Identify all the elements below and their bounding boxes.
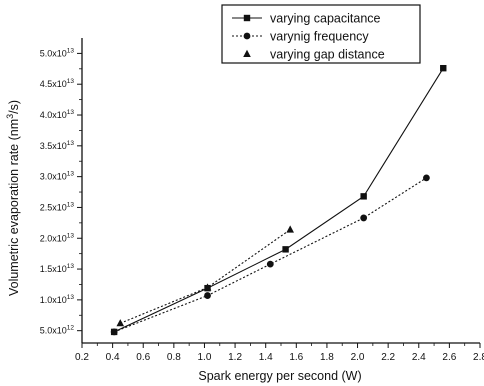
series-circle bbox=[110, 174, 430, 336]
chart-ticks: 0.2 0.4 0.6 0.8 1.0 1.2 1.4 1.6 1.8 2.0 2.2 2.4 2.6 2… bbox=[40, 47, 484, 363]
series-line bbox=[113, 67, 444, 333]
x-tick-label: 1.4 bbox=[259, 352, 273, 363]
y-tick-mantissa: 5.0x10 bbox=[40, 48, 67, 58]
y-tick-mantissa: 2.0x10 bbox=[40, 233, 67, 243]
y-tick-label: 4.5x1013 bbox=[40, 78, 75, 89]
y-tick-mantissa: 4.5x10 bbox=[40, 79, 67, 89]
legend-label: varynig frequency bbox=[270, 30, 369, 44]
y-tick-mantissa: 3.5x10 bbox=[40, 141, 67, 151]
data-point bbox=[360, 214, 368, 222]
x-tick-label: 2.4 bbox=[412, 352, 426, 363]
data-point bbox=[266, 260, 274, 268]
series-square bbox=[110, 64, 447, 336]
y-tick-exponent: 13 bbox=[67, 294, 75, 301]
y-tick-exponent: 13 bbox=[67, 263, 75, 270]
legend-marker bbox=[243, 14, 251, 22]
legend-label: varying gap distance bbox=[270, 48, 385, 62]
chart-series bbox=[110, 64, 447, 336]
y-axis-label-main: Volumetric evaporation rate (nm bbox=[7, 119, 21, 296]
y-tick-mantissa: 3.0x10 bbox=[40, 172, 67, 182]
y-axis-label: Volumetric evaporation rate (nm3/s) bbox=[5, 100, 21, 296]
data-point bbox=[440, 64, 447, 72]
series-line bbox=[120, 229, 291, 324]
y-tick-mantissa: 5.0x10 bbox=[40, 326, 67, 336]
y-tick-label: 2.0x1013 bbox=[40, 232, 75, 243]
data-point bbox=[286, 225, 294, 233]
legend-box bbox=[221, 4, 421, 64]
legend-marker bbox=[243, 32, 251, 40]
x-tick-label: 1.2 bbox=[228, 352, 242, 363]
y-tick-label: 3.0x1013 bbox=[40, 171, 75, 182]
y-tick-mantissa: 2.5x10 bbox=[40, 202, 67, 212]
series-triangle bbox=[116, 225, 294, 327]
y-tick-exponent: 13 bbox=[67, 171, 75, 178]
x-axis-label: Spark energy per second (W) bbox=[198, 369, 361, 383]
data-point bbox=[423, 174, 430, 182]
chart-axes bbox=[81, 38, 480, 344]
y-tick-label: 3.5x1013 bbox=[40, 140, 75, 151]
x-tick-label: 2.0 bbox=[351, 352, 365, 363]
x-tick-label: 2.8 bbox=[473, 352, 484, 363]
x-tick-label: 0.6 bbox=[136, 352, 150, 363]
y-tick-label: 5.0x1012 bbox=[40, 325, 75, 336]
data-point bbox=[110, 328, 118, 336]
y-tick-label: 1.0x1013 bbox=[40, 294, 75, 305]
x-tick-label: 0.2 bbox=[75, 352, 89, 363]
data-point bbox=[203, 283, 212, 291]
y-tick-exponent: 13 bbox=[67, 109, 75, 116]
x-tick-label: 0.8 bbox=[167, 352, 181, 363]
y-tick-exponent: 12 bbox=[67, 325, 75, 332]
data-point bbox=[116, 319, 125, 327]
x-tick-label: 0.4 bbox=[106, 352, 120, 363]
y-axis-label-tail: /s) bbox=[7, 100, 21, 114]
y-tick-exponent: 13 bbox=[67, 47, 75, 54]
x-tick-label: 2.2 bbox=[381, 352, 395, 363]
x-tick-label: 1.8 bbox=[320, 352, 334, 363]
legend: varying capacitance varynig frequency vary… bbox=[221, 4, 421, 64]
data-point bbox=[282, 246, 289, 253]
x-tick-label: 1.6 bbox=[289, 352, 303, 363]
y-tick-mantissa: 4.0x10 bbox=[40, 110, 67, 120]
legend-marker bbox=[243, 49, 251, 57]
x-tick-label: 1.0 bbox=[198, 352, 212, 363]
y-tick-exponent: 13 bbox=[67, 140, 75, 147]
y-tick-mantissa: 1.0x10 bbox=[40, 295, 67, 305]
y-axis-label-sup: 3 bbox=[5, 114, 15, 119]
y-tick-label: 5.0x1013 bbox=[40, 47, 75, 58]
data-point bbox=[204, 292, 211, 299]
y-tick-exponent: 13 bbox=[67, 78, 75, 85]
y-tick-exponent: 13 bbox=[67, 201, 75, 208]
y-tick-label: 4.0x1013 bbox=[40, 109, 75, 120]
y-tick-mantissa: 1.5x10 bbox=[40, 264, 67, 274]
data-point bbox=[360, 193, 367, 200]
x-tick-label: 2.6 bbox=[442, 352, 456, 363]
y-tick-label: 1.5x1013 bbox=[40, 263, 75, 274]
y-tick-exponent: 13 bbox=[67, 232, 75, 239]
y-tick-label: 2.5x1013 bbox=[40, 201, 75, 212]
series-line bbox=[113, 177, 427, 333]
legend-label: varying capacitance bbox=[270, 12, 381, 26]
